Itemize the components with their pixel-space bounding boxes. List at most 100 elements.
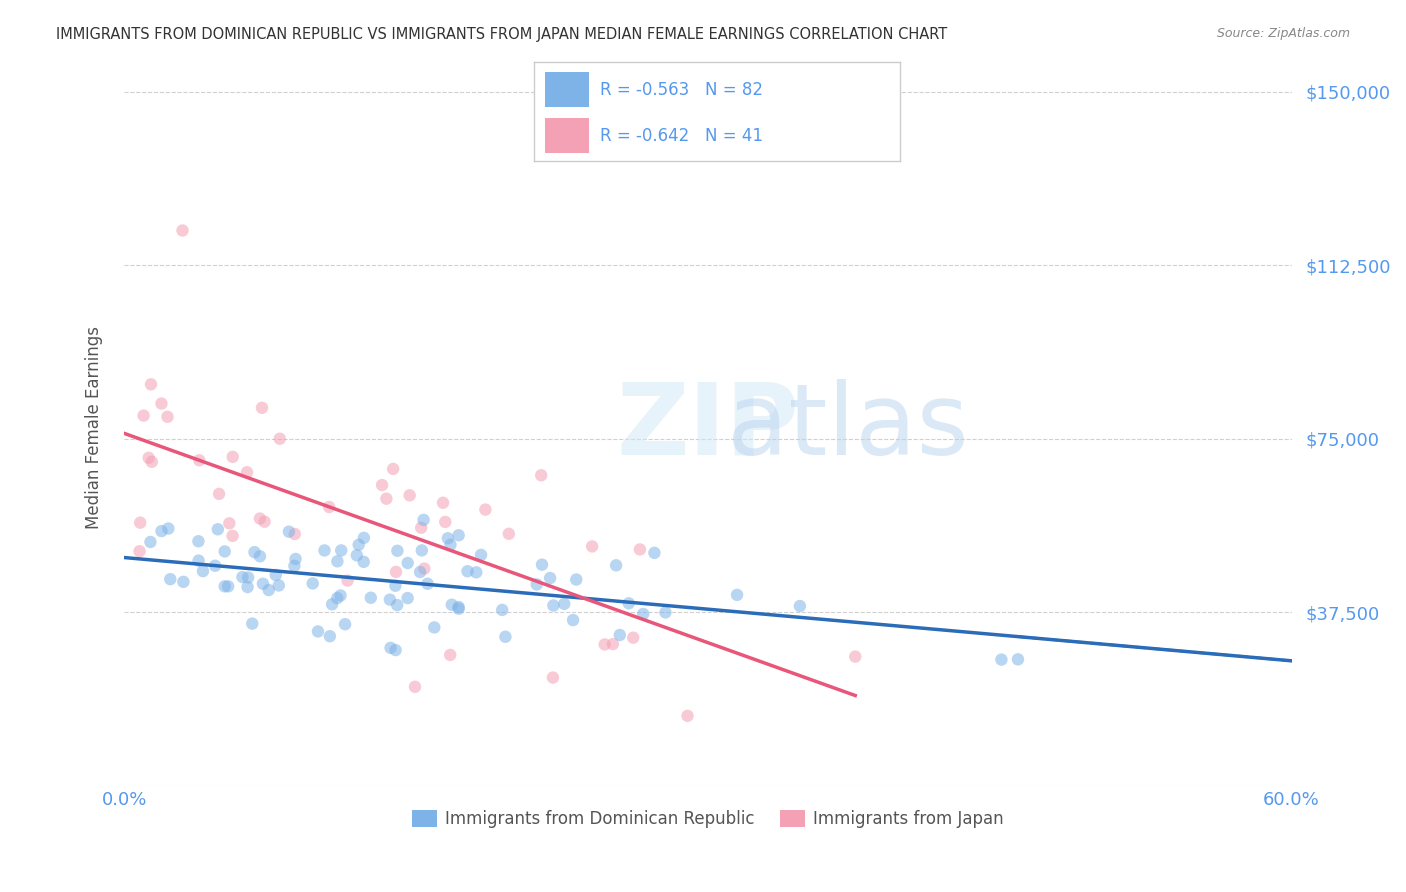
- Point: [498, 526, 520, 541]
- Point: [465, 566, 488, 580]
- Point: [474, 502, 496, 516]
- Point: [221, 450, 243, 464]
- Point: [384, 643, 406, 657]
- Point: [236, 580, 259, 594]
- Point: [447, 601, 470, 615]
- Point: [434, 515, 457, 529]
- Text: atlas: atlas: [727, 378, 969, 475]
- Point: [526, 577, 548, 591]
- Point: [439, 648, 461, 662]
- Point: [396, 591, 419, 606]
- Point: [150, 524, 173, 538]
- Point: [257, 582, 280, 597]
- Point: [264, 568, 287, 582]
- Point: [326, 591, 349, 606]
- Point: [457, 564, 479, 578]
- Point: [284, 552, 307, 566]
- Point: [439, 538, 461, 552]
- Point: [253, 515, 276, 529]
- Point: [217, 579, 239, 593]
- Point: [252, 576, 274, 591]
- Point: [319, 629, 342, 643]
- Point: [412, 513, 434, 527]
- Point: [333, 617, 356, 632]
- Point: [360, 591, 382, 605]
- Point: [562, 613, 585, 627]
- Point: [204, 558, 226, 573]
- Point: [380, 640, 402, 655]
- Point: [326, 554, 349, 568]
- Point: [411, 543, 433, 558]
- Point: [243, 545, 266, 559]
- Point: [231, 570, 253, 584]
- Point: [141, 455, 163, 469]
- Point: [188, 453, 211, 467]
- Point: [267, 578, 290, 592]
- Point: [530, 468, 553, 483]
- Point: [676, 708, 699, 723]
- Point: [321, 597, 343, 611]
- Point: [581, 540, 603, 554]
- Point: [387, 543, 409, 558]
- Point: [249, 549, 271, 564]
- Point: [221, 529, 243, 543]
- Point: [330, 543, 353, 558]
- Point: [214, 579, 236, 593]
- Point: [1007, 652, 1029, 666]
- Point: [249, 511, 271, 525]
- Point: [284, 527, 307, 541]
- Point: [139, 535, 162, 549]
- Point: [643, 546, 665, 560]
- Point: [385, 565, 408, 579]
- Point: [301, 576, 323, 591]
- Text: R = -0.563   N = 82: R = -0.563 N = 82: [600, 81, 763, 99]
- Point: [353, 531, 375, 545]
- Point: [207, 522, 229, 536]
- Point: [470, 548, 492, 562]
- Point: [384, 579, 406, 593]
- Point: [385, 598, 408, 612]
- Point: [494, 630, 516, 644]
- Point: [283, 558, 305, 573]
- Point: [440, 598, 463, 612]
- Point: [990, 652, 1012, 666]
- Point: [432, 496, 454, 510]
- Point: [250, 401, 273, 415]
- Point: [602, 637, 624, 651]
- Point: [236, 570, 259, 584]
- Point: [416, 576, 439, 591]
- Point: [172, 574, 194, 589]
- Point: [218, 516, 240, 531]
- Point: [530, 558, 553, 572]
- Point: [538, 571, 561, 585]
- Point: [214, 544, 236, 558]
- Legend: Immigrants from Dominican Republic, Immigrants from Japan: Immigrants from Dominican Republic, Immi…: [405, 804, 1011, 835]
- Bar: [546, 72, 589, 107]
- Point: [565, 573, 588, 587]
- Point: [789, 599, 811, 613]
- Point: [375, 491, 398, 506]
- Point: [129, 516, 152, 530]
- Point: [409, 565, 432, 579]
- Bar: [546, 119, 589, 153]
- Point: [128, 544, 150, 558]
- Point: [411, 521, 433, 535]
- Point: [269, 432, 291, 446]
- Point: [318, 500, 340, 514]
- Text: ZIP: ZIP: [616, 378, 799, 475]
- Point: [329, 589, 352, 603]
- Point: [413, 561, 436, 575]
- Point: [437, 531, 460, 545]
- Point: [447, 600, 470, 615]
- Text: R = -0.642   N = 41: R = -0.642 N = 41: [600, 127, 763, 145]
- Point: [609, 628, 631, 642]
- Point: [631, 607, 654, 621]
- Point: [423, 620, 446, 634]
- Point: [553, 597, 575, 611]
- Point: [240, 616, 263, 631]
- Point: [307, 624, 329, 639]
- Point: [138, 450, 160, 465]
- Point: [398, 488, 420, 502]
- Point: [208, 487, 231, 501]
- Point: [132, 409, 155, 423]
